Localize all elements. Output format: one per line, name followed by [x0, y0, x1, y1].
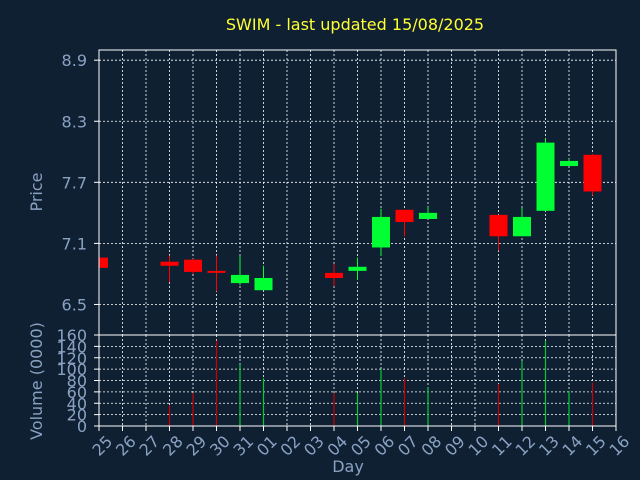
candle-29: [184, 258, 202, 274]
volume-tick-label: 80: [67, 372, 87, 391]
candle-25: [98, 257, 108, 268]
price-axis-label: Price: [27, 172, 46, 211]
volume-tick-label: 60: [67, 383, 87, 402]
candle-07: [395, 209, 414, 237]
chart-title: SWIM - last updated 15/08/2025: [226, 15, 484, 34]
candle-body: [231, 274, 249, 284]
candle-01: [254, 265, 273, 291]
price-tick-label: 7.7: [62, 173, 87, 192]
price-y-ticks: 6.5 7.1 7.7 8.3 8.9: [62, 51, 99, 314]
candle-body: [160, 261, 179, 266]
candle-body: [99, 257, 108, 268]
candle-12: [513, 207, 531, 237]
x-axis-label: Day: [332, 457, 364, 476]
volume-tick-label: 160: [56, 326, 87, 345]
volume-tick-label: 40: [67, 394, 87, 413]
candle-body: [583, 154, 602, 192]
candle-14: [560, 158, 578, 167]
candle-06: [372, 208, 390, 256]
candle-31: [231, 255, 249, 286]
candle-05: [348, 257, 367, 281]
candle-body: [513, 216, 531, 237]
candle-08: [419, 206, 437, 219]
candle-15: [583, 153, 602, 196]
candle-body: [372, 216, 390, 248]
volume-tick-label: 120: [56, 349, 87, 368]
candle-body: [419, 212, 437, 219]
candle-body: [184, 259, 202, 272]
candle-body: [536, 142, 555, 211]
candle-body: [348, 266, 367, 271]
candle-30: [207, 255, 226, 292]
candle-13: [536, 138, 555, 211]
volume-tick-label: 0: [77, 417, 87, 436]
candle-body: [207, 270, 226, 273]
volume-bars: [168, 340, 594, 426]
candle-body: [489, 214, 508, 237]
candle-body: [325, 272, 343, 278]
price-tick-label: 7.1: [62, 234, 87, 253]
candle-body: [395, 209, 414, 223]
volume-axis-label: Volume (0000): [27, 322, 46, 440]
candle-body: [254, 278, 273, 291]
price-tick-label: 8.9: [62, 51, 87, 70]
candle-11: [489, 214, 508, 251]
candle-28: [160, 255, 179, 283]
price-tick-label: 6.5: [62, 295, 87, 314]
candle-04: [325, 263, 343, 287]
candle-body: [560, 160, 578, 167]
volume-tick-label: 100: [56, 360, 87, 379]
volume-tick-label: 20: [67, 406, 87, 425]
volume-tick-label: 140: [56, 337, 87, 356]
candles: [98, 138, 602, 292]
price-tick-label: 8.3: [62, 112, 87, 131]
